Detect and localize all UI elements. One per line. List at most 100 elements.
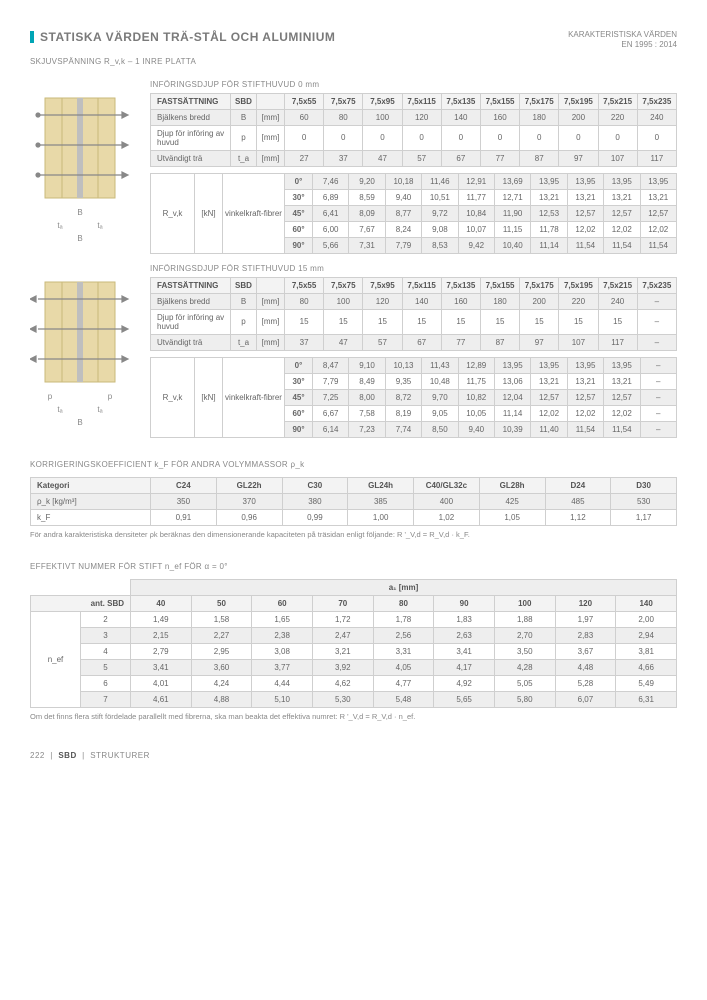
table-cell: 5,05: [494, 675, 555, 691]
table-cell: 7,67: [349, 221, 385, 237]
table-cell: 5,80: [494, 691, 555, 707]
table-cell: –: [640, 389, 676, 405]
table-cell: 5,10: [252, 691, 313, 707]
nef-footnote: Om det finns flera stift fördelade paral…: [30, 712, 677, 722]
rvk-label: R_v,k: [151, 357, 195, 437]
table-cell: 6,14: [313, 421, 349, 437]
table-cell: 8,00: [349, 389, 385, 405]
table-cell: 11,75: [458, 373, 494, 389]
table-cell: 1,88: [494, 611, 555, 627]
nef-n: 5: [81, 659, 131, 675]
table-cell: 7,74: [385, 421, 421, 437]
table-cell: 3,60: [191, 659, 252, 675]
rvk-unit: [kN]: [195, 357, 223, 437]
table-cell: 6,00: [313, 221, 349, 237]
table-cell: 4,05: [373, 659, 434, 675]
table-cell: 12,91: [458, 173, 494, 189]
table-cell: 6,67: [313, 405, 349, 421]
table-cell: 8,47: [313, 357, 349, 373]
table-cell: 1,58: [191, 611, 252, 627]
table-cell: 9,10: [349, 357, 385, 373]
angle-label: 90°: [285, 237, 313, 253]
table-cell: 13,95: [531, 357, 567, 373]
angle-label: 45°: [285, 205, 313, 221]
table-cell: 10,13: [385, 357, 421, 373]
table-cell: 3,31: [373, 643, 434, 659]
table-cell: 11,40: [531, 421, 567, 437]
table-cell: 7,79: [385, 237, 421, 253]
angle-label: 0°: [285, 357, 313, 373]
table-cell: 1,78: [373, 611, 434, 627]
nef-label: n_ef: [31, 611, 81, 707]
rvk-label: R_v,k: [151, 173, 195, 253]
table-cell: 8,72: [385, 389, 421, 405]
table-cell: 2,47: [312, 627, 373, 643]
table-cell: 10,07: [458, 221, 494, 237]
table-cell: 4,77: [373, 675, 434, 691]
table-cell: 9,70: [422, 389, 458, 405]
table-cell: 12,02: [567, 221, 603, 237]
table-cell: 8,49: [349, 373, 385, 389]
table-cell: 3,81: [616, 643, 677, 659]
table-cell: 11,14: [494, 405, 530, 421]
table-cell: 5,48: [373, 691, 434, 707]
table-cell: 4,61: [131, 691, 192, 707]
table-cell: 11,78: [531, 221, 567, 237]
nef-title: EFFEKTIVT NUMMER FÖR STIFT n_ef FÖR α = …: [30, 562, 677, 571]
table-cell: 13,21: [531, 373, 567, 389]
table-cell: 7,25: [313, 389, 349, 405]
table-cell: 10,82: [458, 389, 494, 405]
table-cell: 9,35: [385, 373, 421, 389]
table-cell: 2,83: [555, 627, 616, 643]
svg-text:p: p: [108, 392, 113, 401]
svg-text:B: B: [77, 234, 82, 243]
table-cell: 6,07: [555, 691, 616, 707]
table-cell: 5,65: [434, 691, 495, 707]
table-cell: 8,59: [349, 189, 385, 205]
table-cell: 13,21: [640, 189, 676, 205]
svg-text:tₐ: tₐ: [97, 221, 103, 230]
nef-n: 7: [81, 691, 131, 707]
table-cell: 9,40: [385, 189, 421, 205]
table-cell: 4,24: [191, 675, 252, 691]
table-cell: 2,94: [616, 627, 677, 643]
diagram-2: p p tₐ tₐ B: [30, 277, 140, 438]
table-cell: 10,51: [422, 189, 458, 205]
table-cell: 3,41: [131, 659, 192, 675]
svg-text:B: B: [77, 418, 82, 427]
table-cell: 11,77: [458, 189, 494, 205]
table-cell: 8,09: [349, 205, 385, 221]
table-cell: 9,42: [458, 237, 494, 253]
table-cell: 9,08: [422, 221, 458, 237]
table-cell: 8,50: [422, 421, 458, 437]
table-cell: 2,27: [191, 627, 252, 643]
table-cell: 10,05: [458, 405, 494, 421]
rvk-sub: vinkelkraft-fibrer: [223, 173, 285, 253]
table-cell: 13,95: [604, 173, 640, 189]
table-cell: 1,83: [434, 611, 495, 627]
table-cell: 12,02: [604, 221, 640, 237]
angle-label: 90°: [285, 421, 313, 437]
table-cell: 2,56: [373, 627, 434, 643]
angle-label: 0°: [285, 173, 313, 189]
rvk-unit: [kN]: [195, 173, 223, 253]
section1-block: B tₐ tₐ B FASTSÄTTNING SBD 7,5x557,5x757…: [30, 93, 677, 254]
angle-label: 60°: [285, 221, 313, 237]
nef-n: 4: [81, 643, 131, 659]
table-cell: 1,97: [555, 611, 616, 627]
table-cell: 3,67: [555, 643, 616, 659]
kf-footnote: För andra karakteristiska densiteter ρk …: [30, 530, 677, 540]
table-kf: KategoriC24GL22hC30GL24hC40/GL32cGL28hD2…: [30, 477, 677, 526]
table-cell: –: [640, 405, 676, 421]
table-cell: 12,57: [640, 205, 676, 221]
table-nef: a₁ [mm] ant. SBD405060708090100120140 n_…: [30, 579, 677, 708]
angle-label: 30°: [285, 189, 313, 205]
table-cell: 11,43: [422, 357, 458, 373]
svg-text:B: B: [77, 208, 82, 217]
table-cell: 1,72: [312, 611, 373, 627]
table-cell: 3,08: [252, 643, 313, 659]
table-cell: –: [640, 421, 676, 437]
table-cell: 2,70: [494, 627, 555, 643]
table-cell: 12,57: [531, 389, 567, 405]
table-cell: 13,95: [640, 173, 676, 189]
